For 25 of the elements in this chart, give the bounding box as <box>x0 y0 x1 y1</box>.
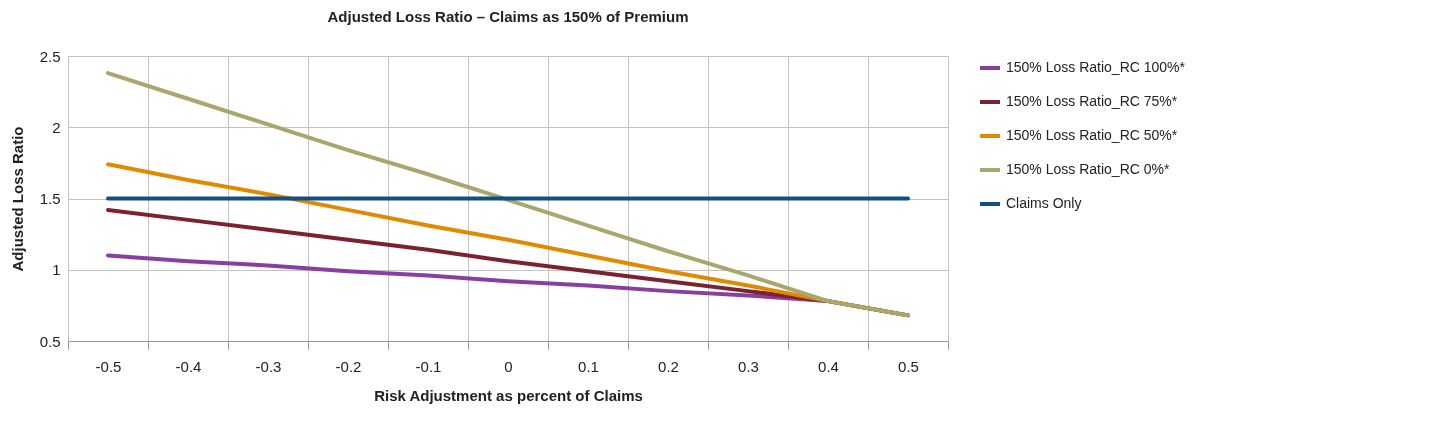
x-tick-label: 0.2 <box>658 357 679 375</box>
x-tick-label: 0 <box>504 357 513 375</box>
legend-label: 150% Loss Ratio_RC 0%* <box>1006 161 1170 177</box>
x-tick-label: -0.4 <box>175 357 202 375</box>
y-axis-title: Adjusted Loss Ratio <box>8 126 26 272</box>
x-axis-title: Risk Adjustment as percent of Claims <box>374 386 643 404</box>
y-tick-label: 1 <box>52 261 61 279</box>
y-tick-label: 2.5 <box>39 47 61 65</box>
legend-label: Claims Only <box>1006 195 1082 211</box>
x-tick-label: -0.5 <box>95 357 122 375</box>
x-tick-label: 0.3 <box>738 357 759 375</box>
x-tick-label: 0.1 <box>578 357 599 375</box>
line-series <box>106 71 910 318</box>
chart-title: Adjusted Loss Ratio – Claims as 150% of Premium <box>327 8 689 25</box>
x-tick-label: 0.4 <box>818 357 839 375</box>
legend-label: 150% Loss Ratio_RC 50%* <box>1006 127 1178 143</box>
legend-label: 150% Loss Ratio_RC 100%* <box>1006 59 1186 75</box>
legend-label: 150% Loss Ratio_RC 75%* <box>1006 93 1178 109</box>
x-tick-label: -0.2 <box>335 357 362 375</box>
y-tick-label: 1.5 <box>39 190 61 207</box>
x-tick-label: -0.1 <box>415 357 442 375</box>
x-tick-label: 0.5 <box>898 357 919 375</box>
y-tick-label: 2 <box>52 118 61 136</box>
x-tick-label: -0.3 <box>255 357 282 375</box>
y-tick-label: 0.5 <box>39 332 61 350</box>
